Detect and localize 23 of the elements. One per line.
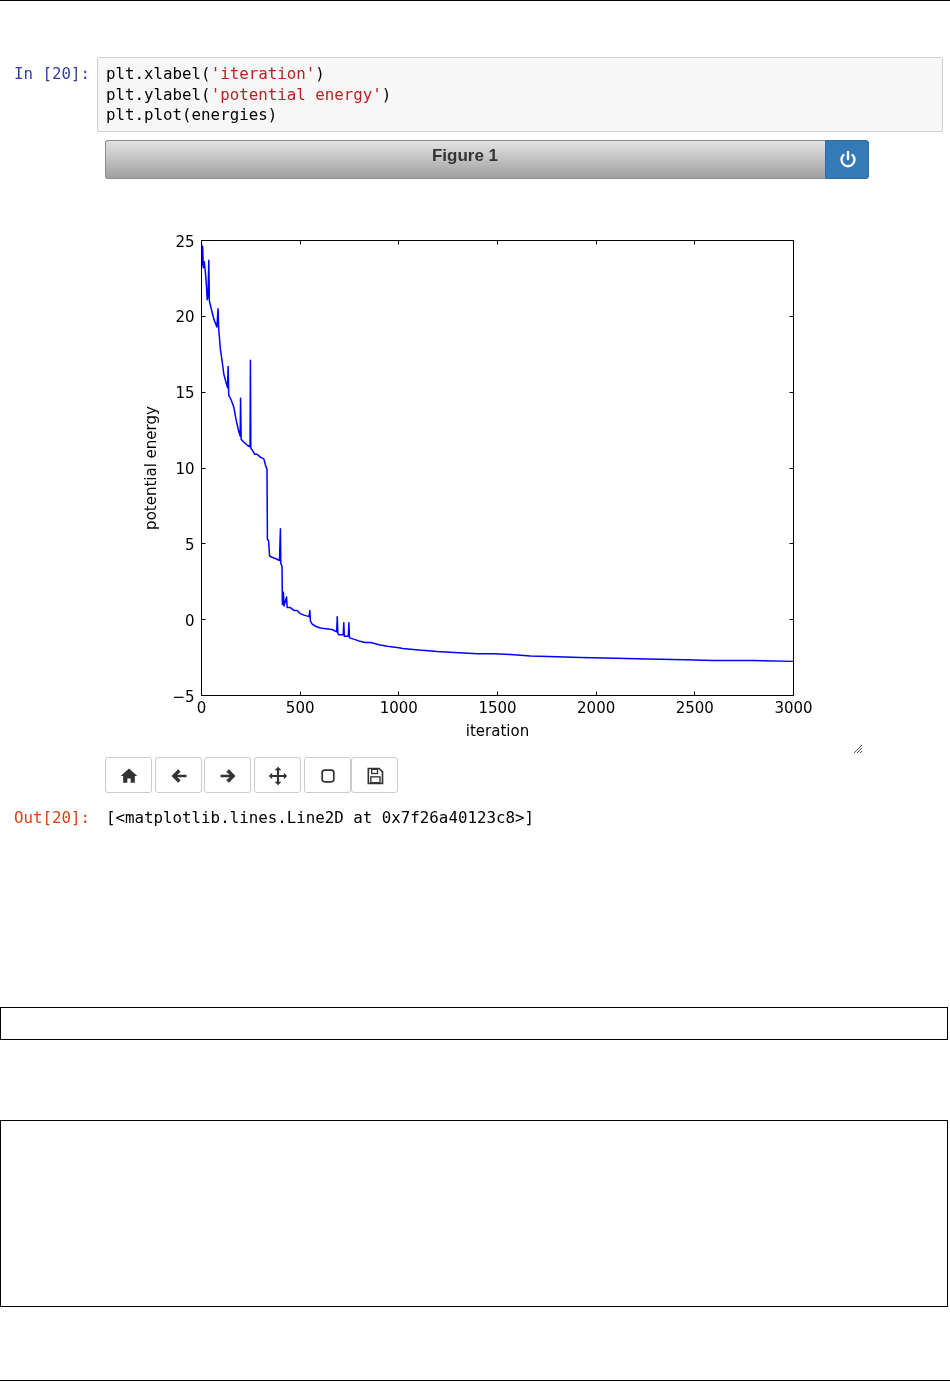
text: plt.ylabel('potential energy') [106, 84, 392, 105]
x-tick-label: 3000 [774, 698, 813, 717]
x-tick-label: 1500 [478, 698, 517, 717]
y-tick-label: 20 [175, 308, 195, 327]
y-tick-label: 10 [175, 460, 195, 478]
text: plt.xlabel('iteration') [106, 64, 325, 84]
text: In [20]: [14, 64, 91, 84]
x-tick-label: 2500 [675, 698, 714, 717]
y-tick-label: 25 [175, 232, 195, 251]
text: plt.plot(energies) [106, 105, 278, 125]
y-tick-label: 15 [175, 384, 195, 403]
chart-title: Figure 1 [431, 146, 499, 165]
x-tick-label: 0 [196, 698, 207, 717]
y-tick-label: −5 [172, 687, 195, 706]
x-tick-label: 1000 [379, 698, 418, 717]
x-tick-label: 500 [285, 698, 315, 717]
x-tick-label: 2000 [577, 698, 616, 717]
text: [<matplotlib.lines.Line2D at 0x7f26a40123c8>] [106, 808, 534, 828]
text: Out[20]: [14, 808, 91, 828]
y-tick-label: 0 [184, 611, 195, 630]
y-tick-label: 5 [184, 535, 195, 554]
x-axis-title: iteration [465, 721, 530, 740]
y-axis-title: potential energy [142, 406, 161, 530]
